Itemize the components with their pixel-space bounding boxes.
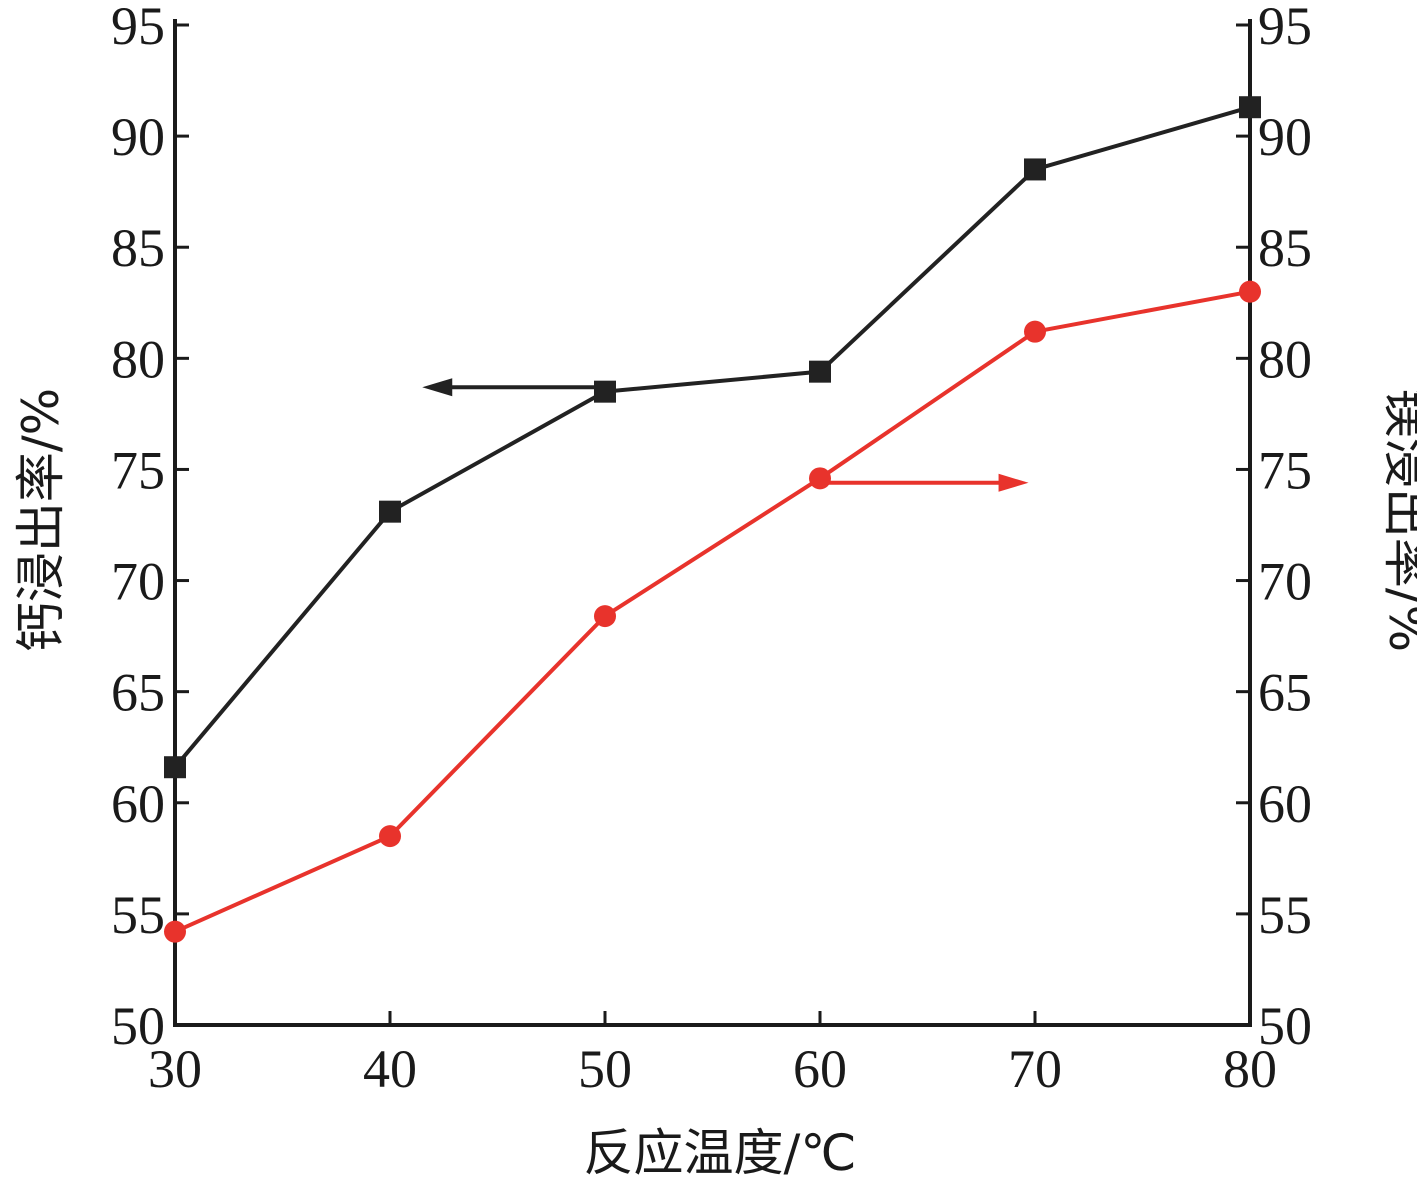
left-y-tick-label: 90 bbox=[111, 107, 165, 167]
left-y-tick-label: 50 bbox=[111, 996, 165, 1056]
x-tick-label: 30 bbox=[148, 1039, 202, 1099]
left-y-tick-label: 60 bbox=[111, 774, 165, 834]
magnesium-series-axis-arrow-head bbox=[998, 473, 1029, 492]
left-y-tick-label: 85 bbox=[111, 218, 165, 278]
x-tick-label: 80 bbox=[1223, 1039, 1277, 1099]
magnesium-series-point bbox=[594, 605, 616, 628]
magnesium-series-point bbox=[809, 467, 831, 490]
magnesium-series-point bbox=[1239, 280, 1261, 303]
left-y-tick-label: 70 bbox=[111, 552, 165, 612]
calcium-series bbox=[164, 96, 1261, 779]
calcium-series-point bbox=[594, 380, 616, 403]
magnesium-series bbox=[164, 280, 1261, 943]
left-y-axis-title: 钙浸出率/% bbox=[12, 388, 70, 652]
calcium-series-point bbox=[1239, 96, 1261, 119]
right-y-tick-label: 95 bbox=[1258, 0, 1312, 56]
left-y-tick-label: 75 bbox=[111, 440, 165, 500]
right-y-tick-label: 85 bbox=[1258, 218, 1312, 278]
x-tick-label: 50 bbox=[578, 1039, 632, 1099]
x-tick-label: 70 bbox=[1008, 1039, 1062, 1099]
left-y-tick-label: 80 bbox=[111, 329, 165, 389]
series-layer bbox=[164, 96, 1261, 943]
left-y-tick-label: 65 bbox=[111, 663, 165, 723]
x-tick-label: 40 bbox=[363, 1039, 417, 1099]
magnesium-series-line bbox=[174, 289, 1251, 934]
magnesium-series-point bbox=[379, 825, 401, 848]
magnesium-series-point bbox=[1024, 320, 1046, 343]
right-y-axis-title: 镁浸出率/% bbox=[1378, 388, 1417, 652]
left-y-axis: 50 55 60 65 70 75 80 85 90 95 bbox=[111, 0, 189, 1056]
right-y-tick-label: 80 bbox=[1258, 329, 1312, 389]
calcium-series-point bbox=[164, 756, 186, 779]
calcium-series-line bbox=[173, 105, 1251, 769]
x-axis-title: 反应温度/℃ bbox=[584, 1124, 857, 1181]
calcium-series-point bbox=[809, 360, 831, 383]
right-y-tick-label: 75 bbox=[1258, 440, 1312, 500]
left-y-tick-label: 95 bbox=[111, 0, 165, 56]
right-y-tick-label: 50 bbox=[1258, 996, 1312, 1056]
calcium-series-point bbox=[379, 500, 401, 523]
calcium-series-axis-arrow-head bbox=[422, 378, 453, 397]
plot-frame bbox=[173, 19, 1252, 1027]
x-axis: 30 40 50 60 70 80 bbox=[148, 1011, 1277, 1099]
magnesium-series-point bbox=[164, 920, 186, 943]
right-y-tick-label: 70 bbox=[1258, 552, 1312, 612]
right-y-tick-label: 90 bbox=[1258, 107, 1312, 167]
right-y-axis: 50 55 60 65 70 75 80 85 90 95 bbox=[1236, 0, 1312, 1056]
right-y-tick-label: 65 bbox=[1258, 663, 1312, 723]
right-y-tick-label: 55 bbox=[1258, 885, 1312, 945]
x-tick-label: 60 bbox=[793, 1039, 847, 1099]
left-y-tick-label: 55 bbox=[111, 885, 165, 945]
right-y-tick-label: 60 bbox=[1258, 774, 1312, 834]
calcium-series-point bbox=[1024, 158, 1046, 181]
